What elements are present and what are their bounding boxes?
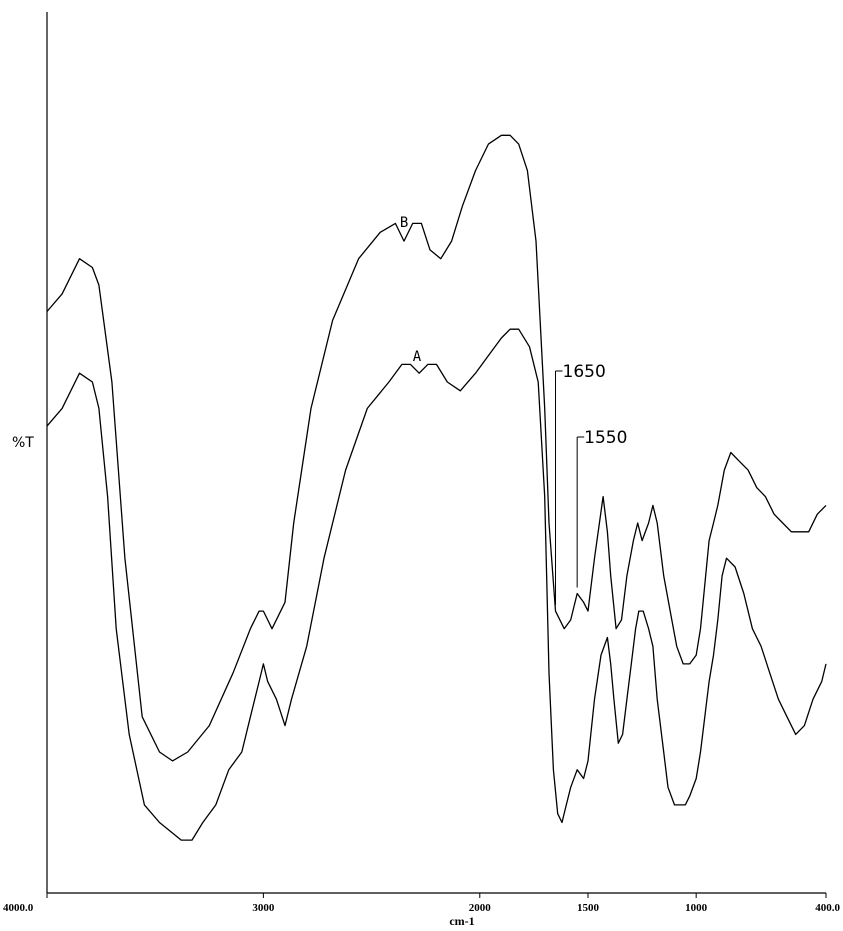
peak-annotations: 1650 1550 (555, 362, 627, 606)
annotation-label: 1650 (563, 362, 606, 382)
annotation-label: 1550 (584, 428, 627, 448)
x-axis-ticks: 4000.0 3000 2000 1500 1000 400.0 (3, 893, 841, 914)
plot-frame (46, 12, 826, 894)
spectrum-lines: BA (46, 134, 827, 841)
series-line-b (46, 134, 827, 762)
x-tick-label: 400.0 (815, 902, 840, 914)
x-tick-label: 2000 (469, 902, 492, 914)
x-tick-label: 3000 (252, 902, 275, 914)
series-line-a (46, 328, 827, 841)
series-label-b: B (400, 215, 408, 231)
x-tick-label: 1500 (577, 902, 600, 914)
x-axis-label: cm-1 (449, 914, 474, 928)
x-tick-label: 4000.0 (3, 902, 34, 914)
y-axis-label: %T (12, 435, 34, 451)
x-tick-label: 1000 (685, 902, 708, 914)
series-label-a: A (413, 349, 422, 365)
